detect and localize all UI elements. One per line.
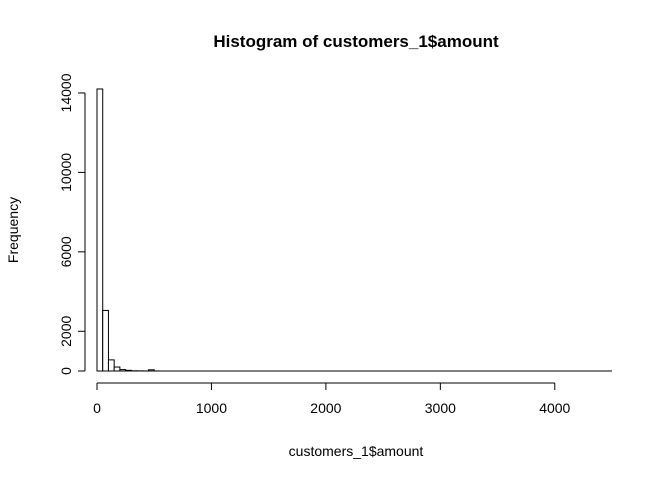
x-tick-label: 3000 [425,400,456,416]
y-tick-label: 2000 [58,316,74,347]
x-axis: 0 1000 2000 3000 4000 [93,382,571,416]
y-tick-label: 14000 [58,73,74,112]
x-axis-label: customers_1$amount [289,443,424,459]
y-axis-label: Frequency [5,197,21,263]
chart-title: Histogram of customers_1$amount [213,32,499,51]
x-tick-label: 1000 [196,400,227,416]
y-tick-label: 6000 [58,236,74,267]
y-tick-label: 0 [58,367,74,375]
y-tick-label: 10000 [58,153,74,192]
histogram-bar [102,309,109,372]
histogram-bar [96,88,104,372]
histogram-bar [107,359,115,372]
x-tick-label: 4000 [539,400,570,416]
histogram-bar [113,366,121,372]
bars-group [96,88,612,372]
x-tick-label: 0 [93,400,101,416]
y-axis: 0 2000 6000 10000 14000 [58,73,86,375]
x-tick-label: 2000 [310,400,341,416]
